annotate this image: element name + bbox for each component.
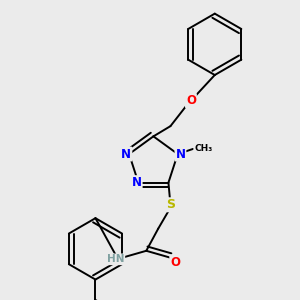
Text: N: N (176, 148, 185, 160)
Text: S: S (166, 198, 175, 211)
Text: O: O (170, 256, 180, 268)
Text: HN: HN (107, 254, 124, 264)
Text: CH₃: CH₃ (194, 144, 212, 153)
Text: N: N (122, 148, 131, 160)
Text: O: O (186, 94, 196, 107)
Text: N: N (132, 176, 142, 189)
